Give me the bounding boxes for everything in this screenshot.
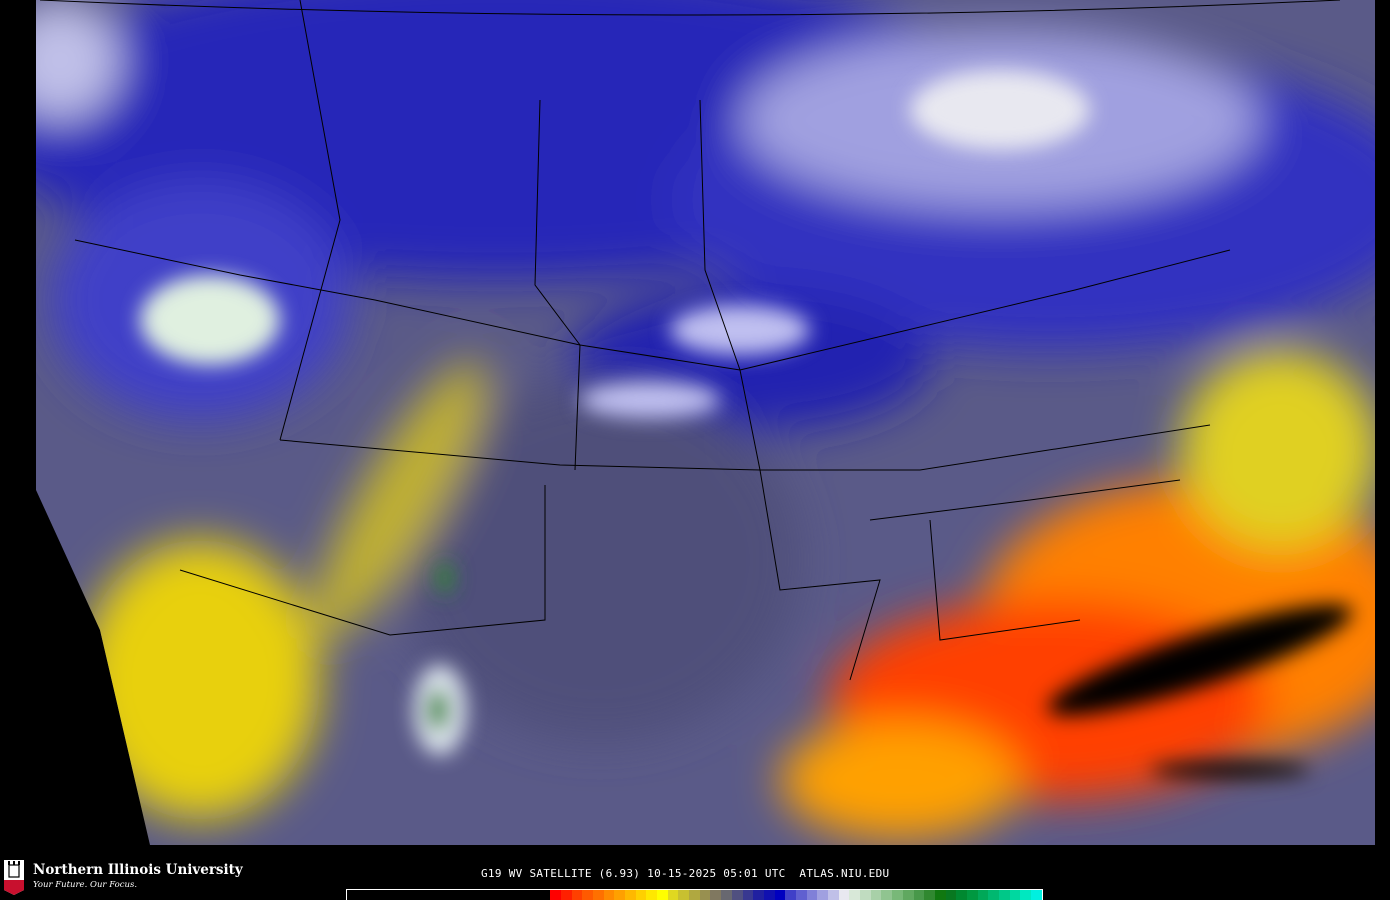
university-name: Northern Illinois University: [33, 862, 243, 878]
color-scale-segment: [763, 890, 775, 900]
water-vapor-satellite-map: [36, 0, 1375, 845]
color-scale-segment: [828, 890, 839, 900]
color-scale-segment: [582, 890, 593, 900]
color-scale-segment: [614, 890, 625, 900]
niu-logo: [4, 860, 24, 895]
color-scale-segment: [1031, 890, 1042, 900]
university-tagline: Your Future. Our Focus.: [33, 880, 138, 890]
color-scale-segment: [646, 890, 658, 900]
color-scale-segment: [603, 890, 615, 900]
color-scale-segment: [892, 890, 903, 900]
color-scale-segment: [924, 890, 935, 900]
color-scale-segment: [742, 890, 754, 900]
color-scale-segment: [721, 890, 732, 900]
color-scale-segment: [817, 890, 829, 900]
color-scale-segment: [624, 890, 636, 900]
color-scale-segment: [731, 890, 743, 900]
color-scale-segment: [667, 890, 679, 900]
color-scale-segment: [881, 890, 893, 900]
color-scale-segment: [347, 890, 551, 900]
color-scale-segment: [635, 890, 647, 900]
state-borders: [39, 0, 1341, 681]
color-scale-segment: [860, 890, 871, 900]
color-scale-segment: [560, 890, 572, 900]
imagery-layer: [36, 0, 1375, 845]
color-scale-segment: [913, 890, 925, 900]
color-scale-segment: [956, 890, 967, 900]
color-scale-segment: [592, 890, 604, 900]
color-scale-segment: [902, 890, 914, 900]
color-scale-segment: [1009, 890, 1021, 900]
color-scale-segment: [934, 890, 946, 900]
color-scale-segment: [795, 890, 807, 900]
color-scale-segment: [945, 890, 957, 900]
color-scale-segment: [753, 890, 764, 900]
color-scale-segment: [966, 890, 978, 900]
color-scale-segment: [571, 890, 583, 900]
color-scale-segment: [999, 890, 1010, 900]
color-scale-segment: [689, 890, 700, 900]
color-scale-segment: [710, 890, 722, 900]
color-scale-segment: [785, 890, 796, 900]
color-scale-segment: [1020, 890, 1032, 900]
color-scale-segment: [849, 890, 861, 900]
color-scale-segment: [806, 890, 818, 900]
image-caption: G19 WV SATELLITE (6.93) 10-15-2025 05:01…: [481, 867, 890, 880]
color-scale-segment: [678, 890, 690, 900]
color-scale-segment: [977, 890, 989, 900]
color-scale-bar: [346, 889, 1043, 900]
color-scale-segment: [870, 890, 882, 900]
color-scale-segment: [838, 890, 850, 900]
color-scale-segment: [774, 890, 786, 900]
color-scale-segment: [988, 890, 1000, 900]
color-scale-segment: [699, 890, 711, 900]
color-scale-segment: [657, 890, 668, 900]
color-scale-segment: [550, 890, 561, 900]
